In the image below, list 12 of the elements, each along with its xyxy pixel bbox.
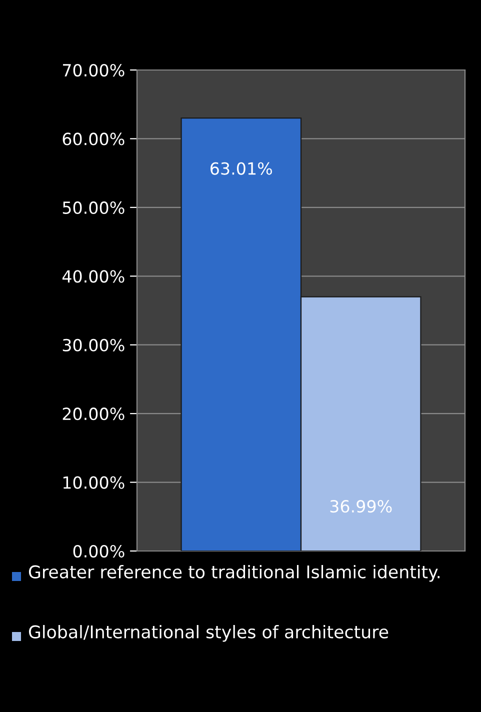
- y-tick-label: 10.00%: [63, 476, 124, 489]
- y-tick-label: 30.00%: [62, 338, 124, 352]
- legend-label: Greater reference to traditional Islamic identity.: [28, 565, 440, 582]
- y-tick-label: 40.00%: [62, 270, 124, 283]
- y-tick-label: 0.00%: [73, 544, 124, 558]
- data-label: 63.01%: [210, 162, 272, 175]
- y-tick-label: 60.00%: [62, 132, 124, 146]
- y-tick-label: 20.00%: [62, 408, 124, 420]
- legend-label: Global/International styles of architecture: [28, 625, 388, 642]
- y-tick-label: 70.00%: [63, 64, 124, 77]
- y-tick-label: 50.00%: [62, 201, 124, 214]
- data-label: 36.99%: [330, 500, 392, 513]
